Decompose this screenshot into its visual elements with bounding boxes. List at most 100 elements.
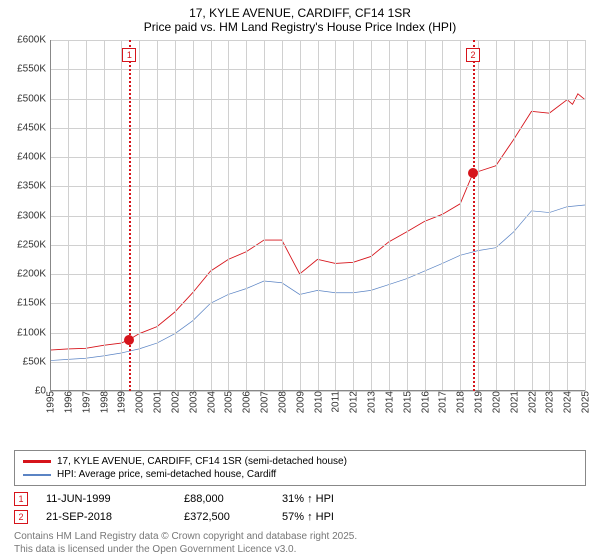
x-axis-label: 2017 [436, 391, 449, 413]
gridline-v [68, 40, 69, 391]
gridline-v [425, 40, 426, 391]
gridline-v [121, 40, 122, 391]
gridline-v [407, 40, 408, 391]
legend-box: 17, KYLE AVENUE, CARDIFF, CF14 1SR (semi… [14, 450, 586, 486]
x-axis-label: 2018 [454, 391, 467, 413]
x-axis-label: 2007 [258, 391, 271, 413]
gridline-v [371, 40, 372, 391]
x-axis-label: 2020 [489, 391, 502, 413]
footer: 17, KYLE AVENUE, CARDIFF, CF14 1SR (semi… [0, 446, 600, 560]
gridline-v [496, 40, 497, 391]
x-axis-label: 1998 [97, 391, 110, 413]
sales-row: 2 21-SEP-2018 £372,500 57% ↑ HPI [14, 508, 586, 526]
x-axis-label: 2022 [525, 391, 538, 413]
marker-dot-2 [468, 168, 478, 178]
x-axis-label: 2005 [222, 391, 235, 413]
x-axis-label: 2006 [240, 391, 253, 413]
gridline-v [567, 40, 568, 391]
x-axis-label: 2004 [204, 391, 217, 413]
gridline-v [246, 40, 247, 391]
x-axis-label: 2000 [133, 391, 146, 413]
y-axis-label: £550K [17, 64, 50, 75]
marker-box-1: 1 [122, 48, 136, 62]
gridline-v [353, 40, 354, 391]
gridline-v [514, 40, 515, 391]
gridline-v [282, 40, 283, 391]
marker-line-2 [473, 40, 475, 391]
y-axis-label: £350K [17, 181, 50, 192]
gridline-v [86, 40, 87, 391]
x-axis-label: 2025 [579, 391, 592, 413]
gridline-v [532, 40, 533, 391]
legend-swatch [23, 460, 51, 463]
copyright-line1: Contains HM Land Registry data © Crown c… [14, 530, 586, 543]
x-axis-label: 2024 [561, 391, 574, 413]
x-axis-label: 2009 [293, 391, 306, 413]
gridline-v [157, 40, 158, 391]
y-axis [50, 40, 51, 391]
x-axis-label: 2016 [418, 391, 431, 413]
x-axis-label: 2011 [329, 391, 342, 413]
y-axis-label: £450K [17, 122, 50, 133]
sales-hpi: 57% ↑ HPI [282, 511, 334, 523]
y-axis-label: £300K [17, 210, 50, 221]
sales-rows: 111-JUN-1999£88,00031% ↑ HPI221-SEP-2018… [14, 490, 586, 526]
sales-marker: 1 [14, 492, 28, 506]
gridline-v [211, 40, 212, 391]
gridline-v [175, 40, 176, 391]
x-axis-label: 1996 [61, 391, 74, 413]
x-axis-label: 2023 [543, 391, 556, 413]
title-line1: 17, KYLE AVENUE, CARDIFF, CF14 1SR [0, 6, 600, 20]
y-axis-label: £600K [17, 35, 50, 46]
gridline-v [335, 40, 336, 391]
x-axis-label: 2019 [472, 391, 485, 413]
legend-row-property: 17, KYLE AVENUE, CARDIFF, CF14 1SR (semi… [23, 455, 577, 468]
gridline-v [104, 40, 105, 391]
gridline-v [549, 40, 550, 391]
x-axis-label: 2012 [347, 391, 360, 413]
x-axis-label: 1997 [79, 391, 92, 413]
gridline-v [460, 40, 461, 391]
x-axis-label: 2010 [311, 391, 324, 413]
x-axis-label: 2002 [168, 391, 181, 413]
sales-marker: 2 [14, 510, 28, 524]
sales-price: £372,500 [184, 511, 264, 523]
copyright: Contains HM Land Registry data © Crown c… [14, 526, 586, 556]
x-axis-label: 2008 [275, 391, 288, 413]
gridline-v [193, 40, 194, 391]
y-axis-label: £500K [17, 93, 50, 104]
x-axis-label: 1995 [44, 391, 57, 413]
gridline-v [478, 40, 479, 391]
sales-date: 11-JUN-1999 [46, 493, 166, 505]
title-line2: Price paid vs. HM Land Registry's House … [0, 20, 600, 34]
sales-row: 111-JUN-1999£88,00031% ↑ HPI [14, 490, 586, 508]
legend-swatch [23, 474, 51, 476]
x-axis-label: 2001 [151, 391, 164, 413]
gridline-v [300, 40, 301, 391]
sales-hpi: 31% ↑ HPI [282, 493, 334, 505]
x-axis-label: 2013 [365, 391, 378, 413]
y-axis-label: £100K [17, 327, 50, 338]
x-axis-label: 1999 [115, 391, 128, 413]
y-axis-label: £200K [17, 269, 50, 280]
chart-title-area: 17, KYLE AVENUE, CARDIFF, CF14 1SR Price… [0, 0, 600, 36]
gridline-v [264, 40, 265, 391]
marker-dot-1 [124, 335, 134, 345]
gridline-v [139, 40, 140, 391]
y-axis-label: £250K [17, 239, 50, 250]
chart-area: £0£50K£100K£150K£200K£250K£300K£350K£400… [10, 40, 590, 446]
gridline-v [389, 40, 390, 391]
legend-row-hpi: HPI: Average price, semi-detached house,… [23, 468, 577, 481]
copyright-line2: This data is licensed under the Open Gov… [14, 543, 586, 556]
x-axis-label: 2014 [382, 391, 395, 413]
gridline-v [318, 40, 319, 391]
sales-date: 21-SEP-2018 [46, 511, 166, 523]
legend-label: 17, KYLE AVENUE, CARDIFF, CF14 1SR (semi… [57, 456, 347, 467]
y-axis-label: £50K [23, 356, 50, 367]
y-axis-label: £150K [17, 298, 50, 309]
gridline-v [442, 40, 443, 391]
x-axis-label: 2021 [507, 391, 520, 413]
legend-label: HPI: Average price, semi-detached house,… [57, 469, 276, 480]
x-axis-label: 2015 [400, 391, 413, 413]
gridline-v [585, 40, 586, 391]
